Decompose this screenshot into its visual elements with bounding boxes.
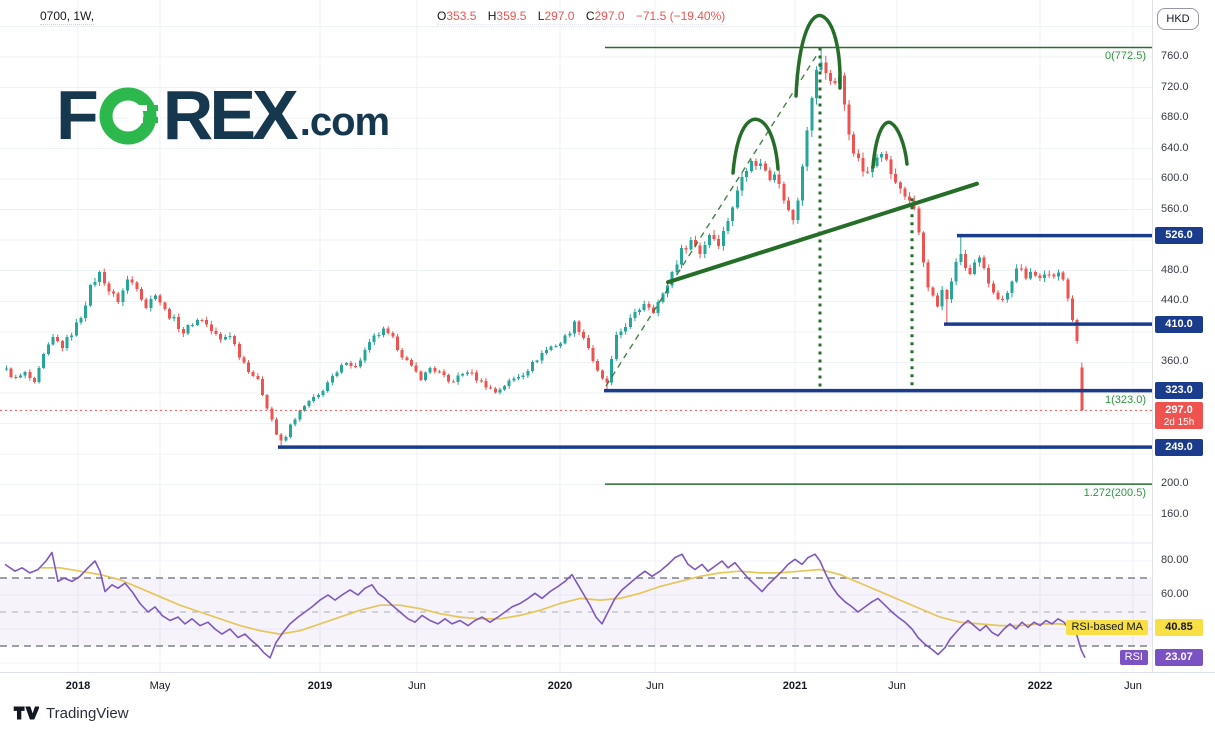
- time-tick-Jun: Jun: [646, 680, 664, 692]
- fib-label-1.272(200.5): 1.272(200.5): [1083, 487, 1146, 500]
- price-badge-323.0: 323.0: [1155, 382, 1203, 400]
- tradingview-attribution[interactable]: TradingView: [13, 704, 129, 722]
- high-value: 359.5: [496, 9, 527, 23]
- symbol-title[interactable]: 0700, 1W,: [40, 9, 95, 25]
- price-tick-720.0: 720.0: [1161, 80, 1189, 93]
- price-badge-40.85: 40.85: [1155, 619, 1203, 637]
- chart-canvas[interactable]: [0, 0, 1152, 672]
- change-value: −71.5 (−19.40%): [635, 9, 726, 23]
- rsi-tick-80.00: 80.00: [1161, 554, 1189, 566]
- time-tick-Jun: Jun: [1124, 680, 1142, 692]
- forex-watermark: F REX .com: [56, 76, 390, 154]
- price-tick-480.0: 480.0: [1161, 263, 1189, 276]
- time-tick-Jun: Jun: [888, 680, 906, 692]
- price-tick-680.0: 680.0: [1161, 111, 1189, 124]
- price-tick-640.0: 640.0: [1161, 141, 1189, 154]
- indicator-tag-rsi-based-ma[interactable]: RSI-based MA: [1066, 619, 1148, 635]
- price-tick-360.0: 360.0: [1161, 355, 1189, 368]
- price-tick-600.0: 600.0: [1161, 172, 1189, 185]
- watermark-rex: REX: [162, 76, 299, 154]
- price-badge-23.07: 23.07: [1155, 649, 1203, 667]
- time-tick-May: May: [149, 680, 171, 692]
- time-tick-Jun: Jun: [408, 680, 426, 692]
- price-badge-526.0: 526.0: [1155, 227, 1203, 245]
- price-axis[interactable]: 800.0760.0720.0680.0640.0600.0560.0480.0…: [1152, 0, 1215, 672]
- indicator-tag-rsi[interactable]: RSI: [1119, 649, 1148, 665]
- price-badge-410.0: 410.0: [1155, 315, 1203, 333]
- price-tick-160.0: 160.0: [1161, 508, 1189, 520]
- price-tick-200.0: 200.0: [1161, 477, 1189, 490]
- price-badge-297.0: 297.0 2d 15h: [1155, 402, 1203, 430]
- close-value: 297.0: [594, 9, 625, 23]
- time-tick-2022: 2022: [1027, 680, 1053, 692]
- ohlc-readout: O353.5 H359.5 L297.0 C297.0 −71.5 (−19.4…: [437, 9, 726, 25]
- time-tick-2020: 2020: [547, 680, 573, 692]
- time-axis[interactable]: 2018 May 2019 Jun 2020 Jun 2021 Jun 2022 Jun: [0, 672, 1215, 701]
- legend: 0700, 1W,: [40, 9, 95, 25]
- close-label: C: [585, 9, 595, 23]
- open-label: O: [437, 9, 447, 23]
- price-tick-440.0: 440.0: [1161, 294, 1189, 307]
- watermark-com: .com: [299, 99, 390, 144]
- forex-o-icon: [99, 87, 160, 145]
- high-label: H: [487, 9, 497, 23]
- price-tick-560.0: 560.0: [1161, 202, 1189, 215]
- tradingview-logo-icon: [13, 706, 39, 720]
- time-tick-2018: 2018: [65, 680, 91, 692]
- rsi-tick-60.00: 60.00: [1161, 588, 1189, 600]
- currency-toggle-button[interactable]: HKD: [1157, 8, 1199, 30]
- time-tick-2019: 2019: [307, 680, 333, 692]
- low-value: 297.0: [544, 9, 575, 23]
- time-tick-2021: 2021: [782, 680, 808, 692]
- price-tick-760.0: 760.0: [1161, 50, 1189, 62]
- fib-label-0(772.5): 0(772.5): [1105, 50, 1146, 63]
- price-badge-249.0: 249.0: [1155, 438, 1203, 456]
- open-value: 353.5: [446, 9, 477, 23]
- watermark-f: F: [56, 76, 99, 154]
- fib-label-1(323.0): 1(323.0): [1105, 393, 1146, 406]
- low-label: L: [537, 9, 545, 23]
- tradingview-label: TradingView: [46, 704, 129, 722]
